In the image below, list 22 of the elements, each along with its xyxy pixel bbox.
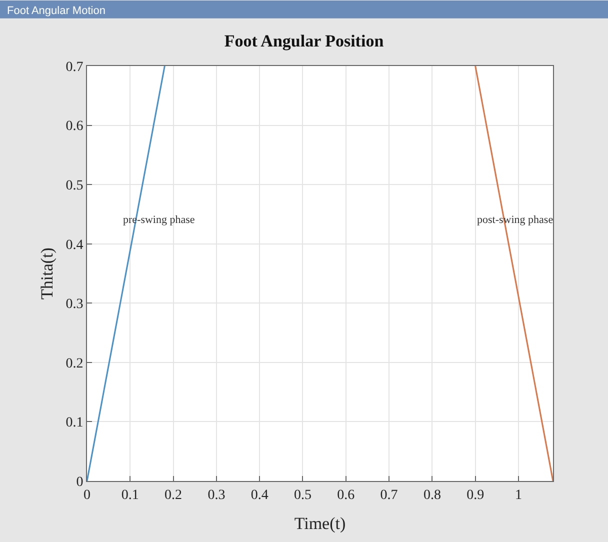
y-tick-label: 0.6 [66,119,84,134]
y-tick-label: 0.5 [66,178,84,194]
x-tick-label: 0.7 [380,488,398,503]
y-tick-label: 0.1 [66,416,84,431]
y-tick-label: 0.7 [66,60,84,75]
chart-title: Foot Angular Position [224,32,384,51]
x-tick-label: 0.1 [121,488,139,503]
text: Foot Angular Motion [7,5,106,17]
y-tick-label: 0 [76,474,84,490]
x-tick-label: 1 [514,488,522,503]
x-tick-label: 0.5 [294,488,312,503]
x-axis-title: Time(t) [294,514,346,534]
x-tick-label: 0.6 [337,488,355,503]
y-tick-label: 0.4 [66,238,84,253]
x-tick-label: 0.9 [466,488,484,503]
y-tick-label: 0.3 [66,297,84,312]
y-tick-label: 0.2 [66,356,84,372]
x-tick-label: 0.8 [423,488,441,503]
x-tick-label: 0.2 [164,488,182,503]
x-tick-label: 0.3 [208,488,226,503]
x-tick-label: 0.4 [250,488,268,503]
y-axis-title: Thita(t) [37,248,56,300]
